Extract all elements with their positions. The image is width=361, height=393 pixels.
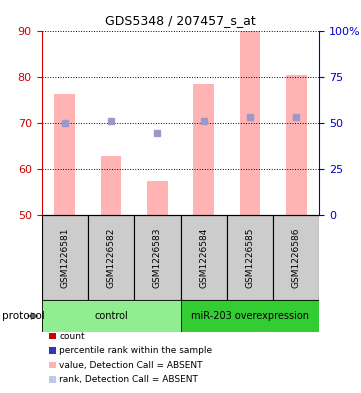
Title: GDS5348 / 207457_s_at: GDS5348 / 207457_s_at: [105, 15, 256, 28]
Bar: [134, 215, 180, 300]
Text: GSM1226584: GSM1226584: [199, 228, 208, 288]
Text: miR-203 overexpression: miR-203 overexpression: [191, 311, 309, 321]
Bar: [180, 300, 319, 332]
Bar: [193, 84, 214, 215]
Bar: [42, 215, 88, 300]
Text: GSM1226582: GSM1226582: [106, 228, 116, 288]
Text: GSM1226586: GSM1226586: [292, 228, 301, 288]
Bar: [227, 215, 273, 300]
Bar: [180, 215, 227, 300]
Text: GSM1226583: GSM1226583: [153, 228, 162, 288]
Text: percentile rank within the sample: percentile rank within the sample: [60, 346, 213, 355]
Text: GSM1226581: GSM1226581: [60, 228, 69, 288]
Bar: [273, 215, 319, 300]
Bar: [240, 31, 260, 215]
Bar: [147, 181, 168, 215]
Text: value, Detection Call = ABSENT: value, Detection Call = ABSENT: [60, 360, 203, 369]
Text: GSM1226585: GSM1226585: [245, 228, 255, 288]
Text: rank, Detection Call = ABSENT: rank, Detection Call = ABSENT: [60, 375, 198, 384]
Bar: [42, 300, 180, 332]
Text: control: control: [94, 311, 128, 321]
Bar: [88, 215, 134, 300]
Bar: [101, 156, 121, 215]
Bar: [286, 75, 307, 215]
Text: protocol: protocol: [2, 311, 44, 321]
Bar: [54, 94, 75, 215]
Text: count: count: [60, 332, 85, 340]
